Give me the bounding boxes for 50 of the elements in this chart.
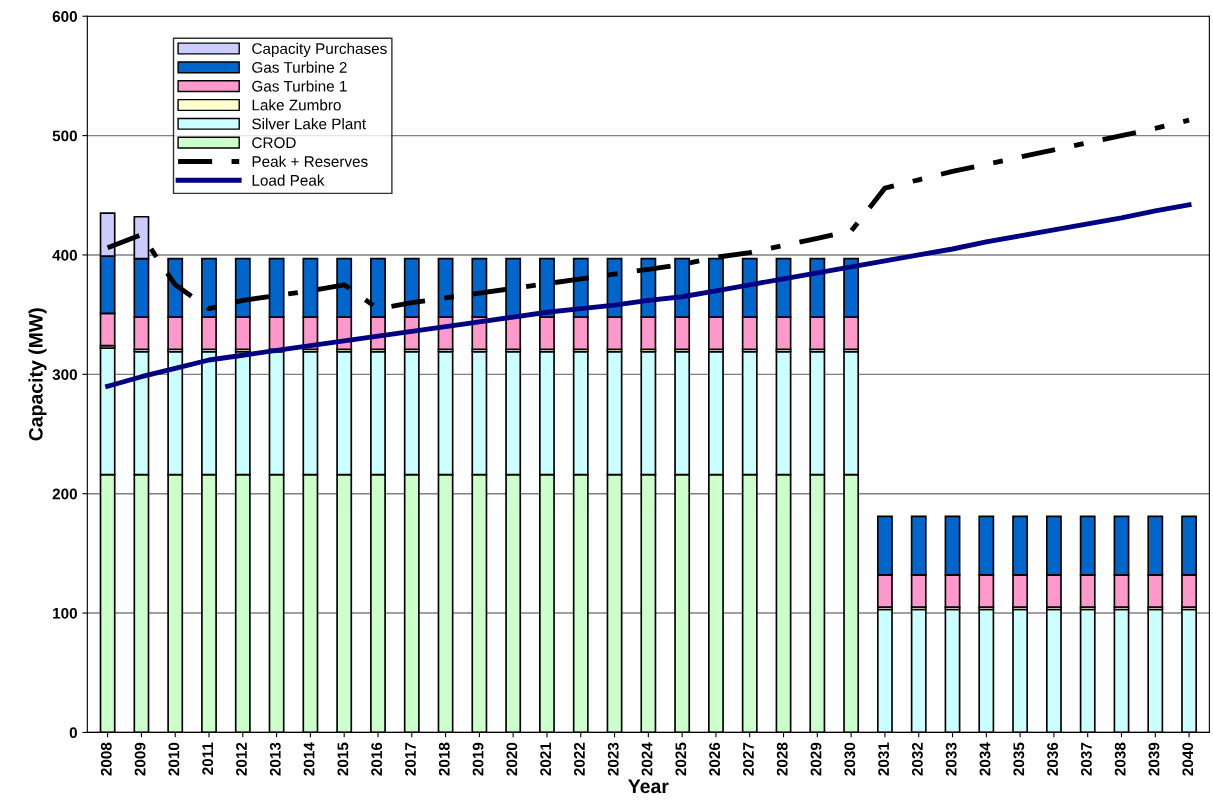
x-tick-label: 2028 [776, 742, 788, 776]
x-tick-label: 2024 [641, 742, 653, 776]
x-tick-label: 2036 [1047, 742, 1059, 776]
legend-label: CROD [252, 137, 296, 149]
x-tick-label: 2016 [371, 742, 383, 776]
legend-label: Peak + Reserves [252, 155, 368, 167]
y-tick-label: 0 [69, 727, 77, 739]
x-tick-label: 2018 [438, 742, 450, 776]
x-axis-title: Year [628, 779, 669, 794]
x-tick-label: 2008 [100, 742, 112, 776]
legend-label: Gas Turbine 1 [252, 80, 347, 92]
legend-label: Lake Zumbro [252, 99, 341, 111]
x-tick-label: 2012 [236, 742, 247, 776]
x-tick-label: 2014 [303, 742, 315, 776]
x-tick-label: 2010 [168, 742, 180, 776]
legend-label: Load Peak [252, 174, 325, 186]
x-tick-label: 2037 [1080, 742, 1092, 776]
y-tick-label: 100 [53, 607, 77, 619]
x-tick-label: 2023 [607, 742, 619, 776]
y-tick-label: 600 [52, 11, 77, 22]
x-tick-label: 2035 [1013, 742, 1025, 776]
y-axis-title: Capacity (MW) [28, 308, 47, 441]
x-tick-label: 2040 [1182, 742, 1194, 776]
x-tick-label: 2011 [202, 742, 214, 775]
legend-label: Capacity Purchases [252, 42, 387, 58]
x-tick-label: 2031 [878, 742, 890, 776]
x-tick-label: 2009 [134, 742, 146, 776]
x-tick-label: 2019 [472, 742, 484, 776]
y-tick-label: 400 [52, 249, 77, 261]
x-tick-label: 2033 [945, 742, 957, 776]
x-tick-label: 2021 [540, 742, 552, 776]
y-tick-label: 500 [52, 130, 77, 142]
x-tick-label: 2030 [844, 742, 856, 776]
x-tick-label: 2026 [709, 742, 721, 776]
y-tick-label: 300 [52, 369, 77, 381]
legend-label: Silver Lake Plant [252, 118, 366, 130]
x-tick-label: 2020 [506, 742, 518, 776]
legend-label: Gas Turbine 2 [252, 61, 347, 73]
x-tick-label: 2017 [405, 742, 416, 776]
x-tick-label: 2029 [810, 742, 822, 776]
x-tick-label: 2039 [1148, 742, 1160, 776]
x-tick-label: 2022 [574, 742, 585, 776]
x-tick-label: 2025 [675, 742, 687, 776]
x-tick-label: 2015 [337, 742, 349, 776]
x-tick-label: 2013 [269, 742, 281, 776]
x-tick-label: 2038 [1114, 742, 1126, 776]
x-tick-label: 2032 [912, 742, 923, 776]
y-tick-label: 200 [52, 488, 77, 500]
x-tick-label: 2027 [743, 742, 754, 776]
x-tick-label: 2034 [979, 742, 991, 776]
